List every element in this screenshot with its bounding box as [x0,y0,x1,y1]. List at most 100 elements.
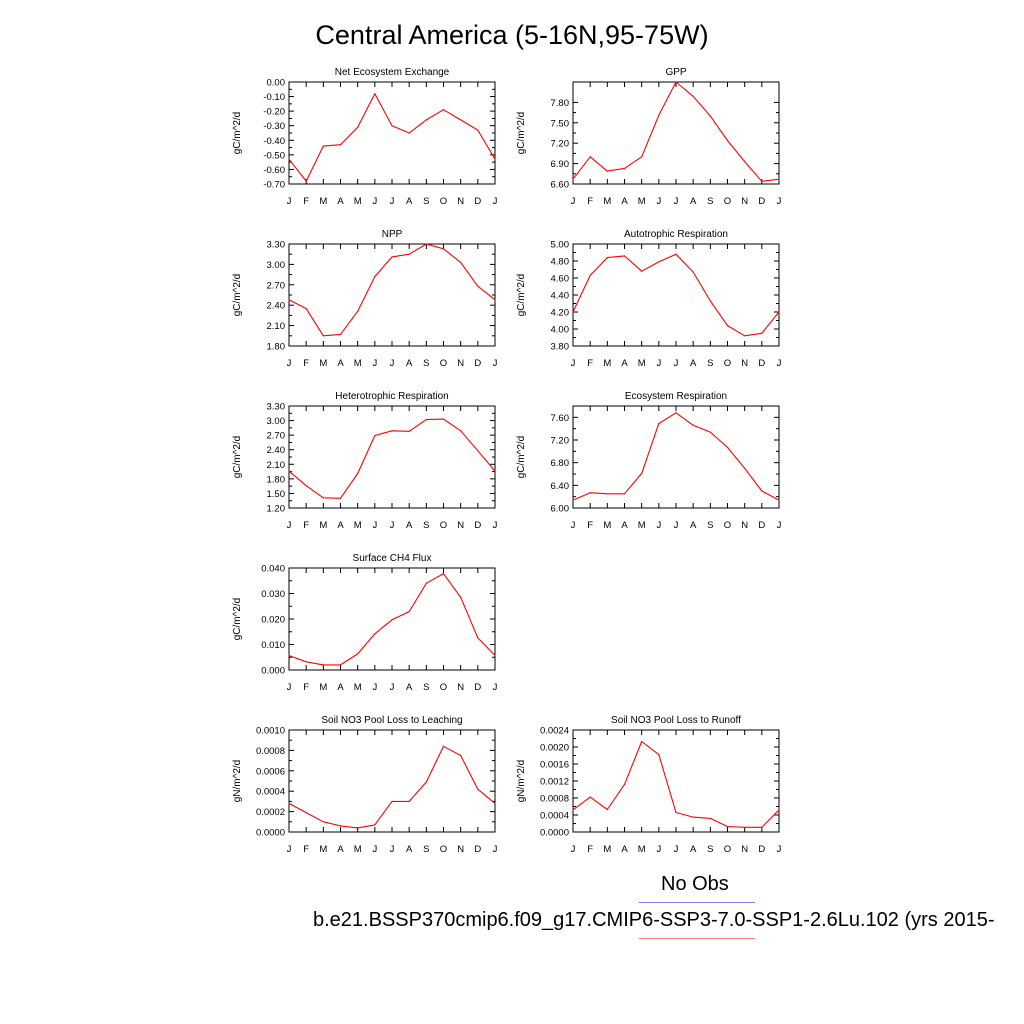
chart-6-point [477,637,479,639]
chart-5-point [778,499,780,501]
chart-2-point [288,299,290,301]
chart-3-ytick-label: 4.80 [551,257,570,268]
chart-4-xtick-label: D [474,520,481,531]
chart-9-xtick-label: J [571,844,576,855]
chart-9-xtick-label: D [758,844,765,855]
chart-1-point [726,139,729,142]
legend-model-line [639,938,755,939]
chart-0-point [494,158,496,160]
chart-6-title: Surface CH4 Flux [353,553,432,564]
chart-0-xtick-label: M [354,196,362,207]
chart-0-xtick-label: O [440,196,447,207]
chart-9-xtick-label: M [603,844,611,855]
chart-8-xtick-label: J [287,844,292,855]
chart-8-ytick-label: 0.0010 [256,726,285,737]
chart-6-point [391,619,393,621]
chart-8-point [288,802,290,805]
chart-9-xtick-label: A [690,844,697,855]
chart-4-xtick-label: A [337,520,344,531]
chart-1-xtick-label: O [724,196,731,207]
chart-4-ytick-label: 1.20 [267,504,286,515]
chart-8-xtick-label: J [493,844,498,855]
chart-0-point [442,109,445,111]
legend-model-label: b.e21.BSSP370cmip6.f09_g17.CMIP6-SSP3-7.… [313,909,995,931]
chart-8-point [408,800,410,803]
chart-5-ytick-label: 6.00 [551,504,570,515]
chart-2-xtick-label: M [319,358,327,369]
chart-5-xtick-label: S [707,520,713,531]
chart-8-xtick-label: J [372,844,377,855]
chart-2-point [391,256,393,258]
chart-1-xtick-label: S [707,196,713,207]
chart-3-point [606,257,608,259]
chart-5-xtick-label: J [571,520,576,531]
chart-1-ytick-label: 6.60 [551,180,570,191]
chart-1-xtick-label: A [621,196,628,207]
chart-8-point [322,821,324,823]
chart-5-xtick-label: J [777,520,782,531]
chart-5-xtick-label: O [724,520,731,531]
chart-4-xtick-label: A [406,520,413,531]
chart-0-xtick-label: F [303,196,309,207]
chart-9-point [658,754,660,756]
chart-2-ytick-label: 2.10 [267,321,286,332]
chart-0-series-line [288,93,496,182]
chart-8-xtick-label: A [337,844,344,855]
chart-6-xtick-label: F [303,682,309,693]
chart-6-xtick-label: J [390,682,395,693]
chart-1-xtick-label: J [674,196,679,207]
chart-1-point [641,156,643,158]
chart-0-xtick-label: S [423,196,429,207]
chart-1-point [589,156,591,158]
chart-9-xtick-label: M [638,844,646,855]
chart-1-series-line [572,81,780,182]
chart-0-ytick-label: -0.60 [263,165,285,176]
chart-5-point [572,499,574,501]
chart-9-xtick-label: O [724,844,731,855]
chart-4-xtick-label: J [390,520,395,531]
chart-6-point [494,654,496,657]
chart-3-xtick-label: D [758,358,765,369]
chart-5-series-line [572,412,780,501]
chart-5-xtick-label: D [758,520,765,531]
chart-3-xtick-label: M [603,358,611,369]
chart-6-point [322,664,324,666]
chart-1-xtick-label: J [777,196,782,207]
chart-3-xtick-label: M [638,358,646,369]
chart-8-xtick-label: J [390,844,395,855]
chart-4-point [339,497,342,499]
chart-6-point [442,573,445,575]
chart-5-point [744,467,746,469]
chart-4-point [442,418,445,420]
chart-3-ytick-label: 5.00 [551,240,570,251]
chart-8-ytick-label: 0.0002 [256,807,285,818]
chart-1-xtick-label: F [587,196,593,207]
chart-6-point [339,664,342,666]
legend-obs-label: No Obs [661,873,729,895]
chart-4-ytick-label: 1.50 [267,489,286,500]
chart-0: Net Ecosystem Exchange gC/m^2/d -0.70 -0.60… [232,67,498,207]
chart-8-point [425,781,427,783]
chart-3-ytick-label: 4.00 [551,325,570,336]
chart-1-point [761,180,763,182]
chart-0-xtick-label: M [319,196,327,207]
chart-2-xtick-label: D [474,358,481,369]
chart-4-ytick-label: 3.30 [267,402,286,413]
chart-5-xtick-label: J [674,520,679,531]
chart-0-point [391,125,393,127]
chart-1-point [692,95,694,97]
chart-2-ytick-label: 2.40 [267,301,286,312]
chart-2-title: NPP [382,229,403,240]
chart-0-point [477,129,479,131]
chart-2-ylabel: gC/m^2/d [232,274,243,317]
chart-9-point [606,808,608,811]
chart-1-point [658,114,660,116]
chart-6-ytick-label: 0.020 [261,615,285,626]
chart-0-xtick-label: N [457,196,464,207]
chart-3-point [761,332,763,334]
chart-9-point [572,809,574,811]
chart-9-ytick-label: 0.0000 [540,828,569,839]
chart-8-point [460,754,462,757]
chart-8-ytick-label: 0.0006 [256,766,285,777]
chart-3-xtick-label: F [587,358,593,369]
